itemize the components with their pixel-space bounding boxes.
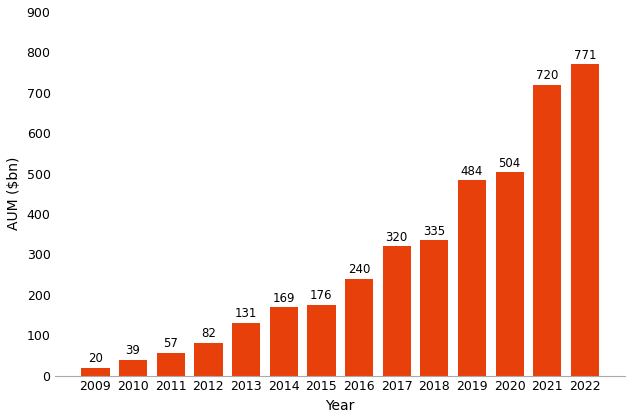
Text: 131: 131 (235, 307, 257, 320)
Text: 169: 169 (272, 292, 295, 305)
Bar (307, 304, 336, 375)
Text: 720: 720 (536, 69, 559, 82)
Bar (571, 64, 599, 375)
Bar (345, 278, 373, 375)
Bar (157, 353, 185, 375)
Y-axis label: AUM ($bn): AUM ($bn) (7, 157, 21, 231)
Bar (119, 360, 147, 375)
Text: 335: 335 (423, 225, 446, 238)
Text: 504: 504 (499, 157, 521, 170)
Text: 771: 771 (574, 49, 596, 62)
Bar (82, 368, 109, 375)
Bar (420, 240, 449, 375)
Text: 82: 82 (201, 327, 216, 340)
Bar (495, 172, 524, 375)
Text: 484: 484 (461, 165, 483, 178)
Bar (458, 180, 486, 375)
Text: 57: 57 (163, 337, 178, 350)
Text: 176: 176 (310, 289, 332, 302)
Text: 320: 320 (386, 231, 408, 244)
Bar (232, 323, 260, 375)
Bar (533, 85, 561, 375)
Bar (270, 307, 298, 375)
Bar (194, 342, 222, 375)
Text: 240: 240 (348, 263, 370, 276)
Text: 20: 20 (88, 352, 103, 365)
Bar (382, 246, 411, 375)
Text: 39: 39 (126, 344, 140, 357)
X-axis label: Year: Year (325, 399, 355, 413)
